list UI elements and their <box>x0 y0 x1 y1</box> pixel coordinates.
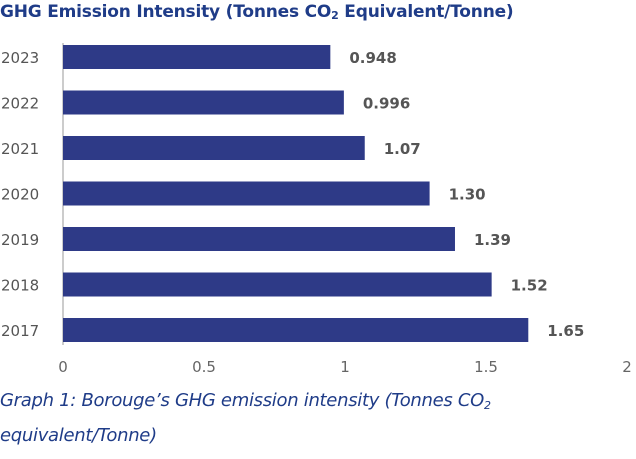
value-label-2021: 1.07 <box>384 140 421 158</box>
category-label-2020: 2020 <box>1 186 39 204</box>
x-tick-label: 1 <box>340 358 350 376</box>
x-tick-label: 1.5 <box>474 358 498 376</box>
bar-2023 <box>63 45 331 69</box>
caption-text-end: equivalent/Tonne) <box>0 425 157 446</box>
chart-title-subscript: 2 <box>331 9 339 22</box>
bar-2021 <box>63 136 365 160</box>
chart-title-text: GHG Emission Intensity (Tonnes CO <box>0 2 332 22</box>
bar-2022 <box>63 90 344 115</box>
caption-subscript: 2 <box>484 399 491 412</box>
category-label-2019: 2019 <box>1 231 39 249</box>
x-tick-label: 0 <box>58 358 68 376</box>
category-label-2023: 2023 <box>1 49 39 67</box>
bar-2018 <box>63 272 492 297</box>
chart-title: GHG Emission Intensity (Tonnes CO2 Equiv… <box>0 2 514 22</box>
category-label-2018: 2018 <box>1 277 39 295</box>
graph-caption: Graph 1: Borouge’s GHG emission intensit… <box>0 386 600 451</box>
value-label-2017: 1.65 <box>547 322 584 340</box>
category-label-2022: 2022 <box>1 95 39 113</box>
bar-2017 <box>63 318 529 342</box>
caption-text: Graph 1: Borouge’s GHG emission intensit… <box>0 390 485 411</box>
value-label-2022: 0.996 <box>363 95 410 113</box>
value-label-2019: 1.39 <box>474 231 511 249</box>
value-label-2018: 1.52 <box>511 277 548 295</box>
bar-2019 <box>63 227 455 251</box>
x-tick-label: 0.5 <box>192 358 216 376</box>
bar-chart: 2023 0.948 2022 0.996 2021 1.07 2020 1.30 2019 1.… <box>1 43 632 376</box>
x-tick-label: 2 <box>622 358 632 376</box>
value-label-2020: 1.30 <box>449 186 486 204</box>
value-label-2023: 0.948 <box>349 49 396 67</box>
category-label-2017: 2017 <box>1 322 39 340</box>
chart-title-text-end: Equivalent/Tonne) <box>338 2 514 22</box>
category-label-2021: 2021 <box>1 140 39 158</box>
bar-2020 <box>63 181 430 206</box>
